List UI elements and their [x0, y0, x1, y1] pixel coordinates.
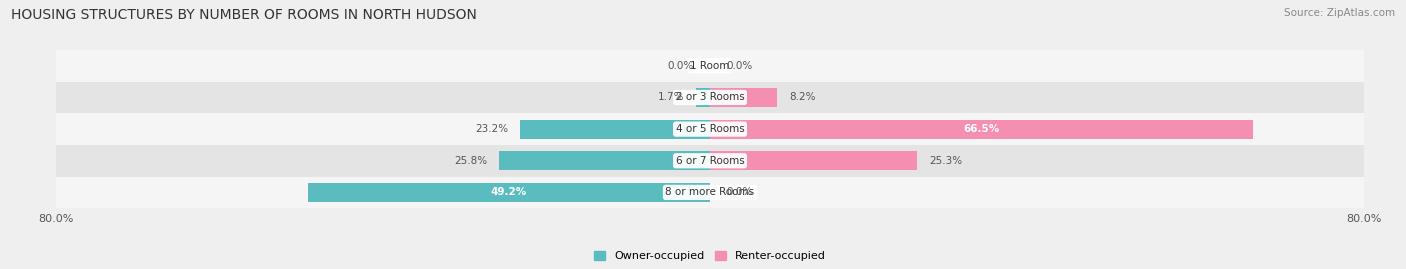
Text: 25.3%: 25.3% [929, 156, 962, 166]
Text: 4 or 5 Rooms: 4 or 5 Rooms [676, 124, 744, 134]
Bar [56, 82, 1364, 113]
Text: 6 or 7 Rooms: 6 or 7 Rooms [676, 156, 744, 166]
Bar [710, 120, 1254, 139]
Text: 1 Room: 1 Room [690, 61, 730, 71]
Bar [696, 88, 710, 107]
Text: 0.0%: 0.0% [727, 61, 752, 71]
Text: 49.2%: 49.2% [491, 187, 527, 197]
Bar [56, 50, 1364, 82]
Text: 8.2%: 8.2% [789, 93, 815, 102]
Bar [499, 151, 710, 170]
Text: 0.0%: 0.0% [668, 61, 693, 71]
Bar [710, 88, 778, 107]
Text: 66.5%: 66.5% [963, 124, 1000, 134]
Bar [710, 151, 917, 170]
Text: 25.8%: 25.8% [454, 156, 486, 166]
Bar [308, 183, 710, 202]
Bar [56, 176, 1364, 208]
Text: HOUSING STRUCTURES BY NUMBER OF ROOMS IN NORTH HUDSON: HOUSING STRUCTURES BY NUMBER OF ROOMS IN… [11, 8, 477, 22]
Legend: Owner-occupied, Renter-occupied: Owner-occupied, Renter-occupied [589, 246, 831, 266]
Text: 0.0%: 0.0% [727, 187, 752, 197]
Text: Source: ZipAtlas.com: Source: ZipAtlas.com [1284, 8, 1395, 18]
Text: 2 or 3 Rooms: 2 or 3 Rooms [676, 93, 744, 102]
Text: 23.2%: 23.2% [475, 124, 508, 134]
Text: 1.7%: 1.7% [658, 93, 683, 102]
Text: 8 or more Rooms: 8 or more Rooms [665, 187, 755, 197]
Bar [520, 120, 710, 139]
Bar [56, 113, 1364, 145]
Bar [56, 145, 1364, 176]
